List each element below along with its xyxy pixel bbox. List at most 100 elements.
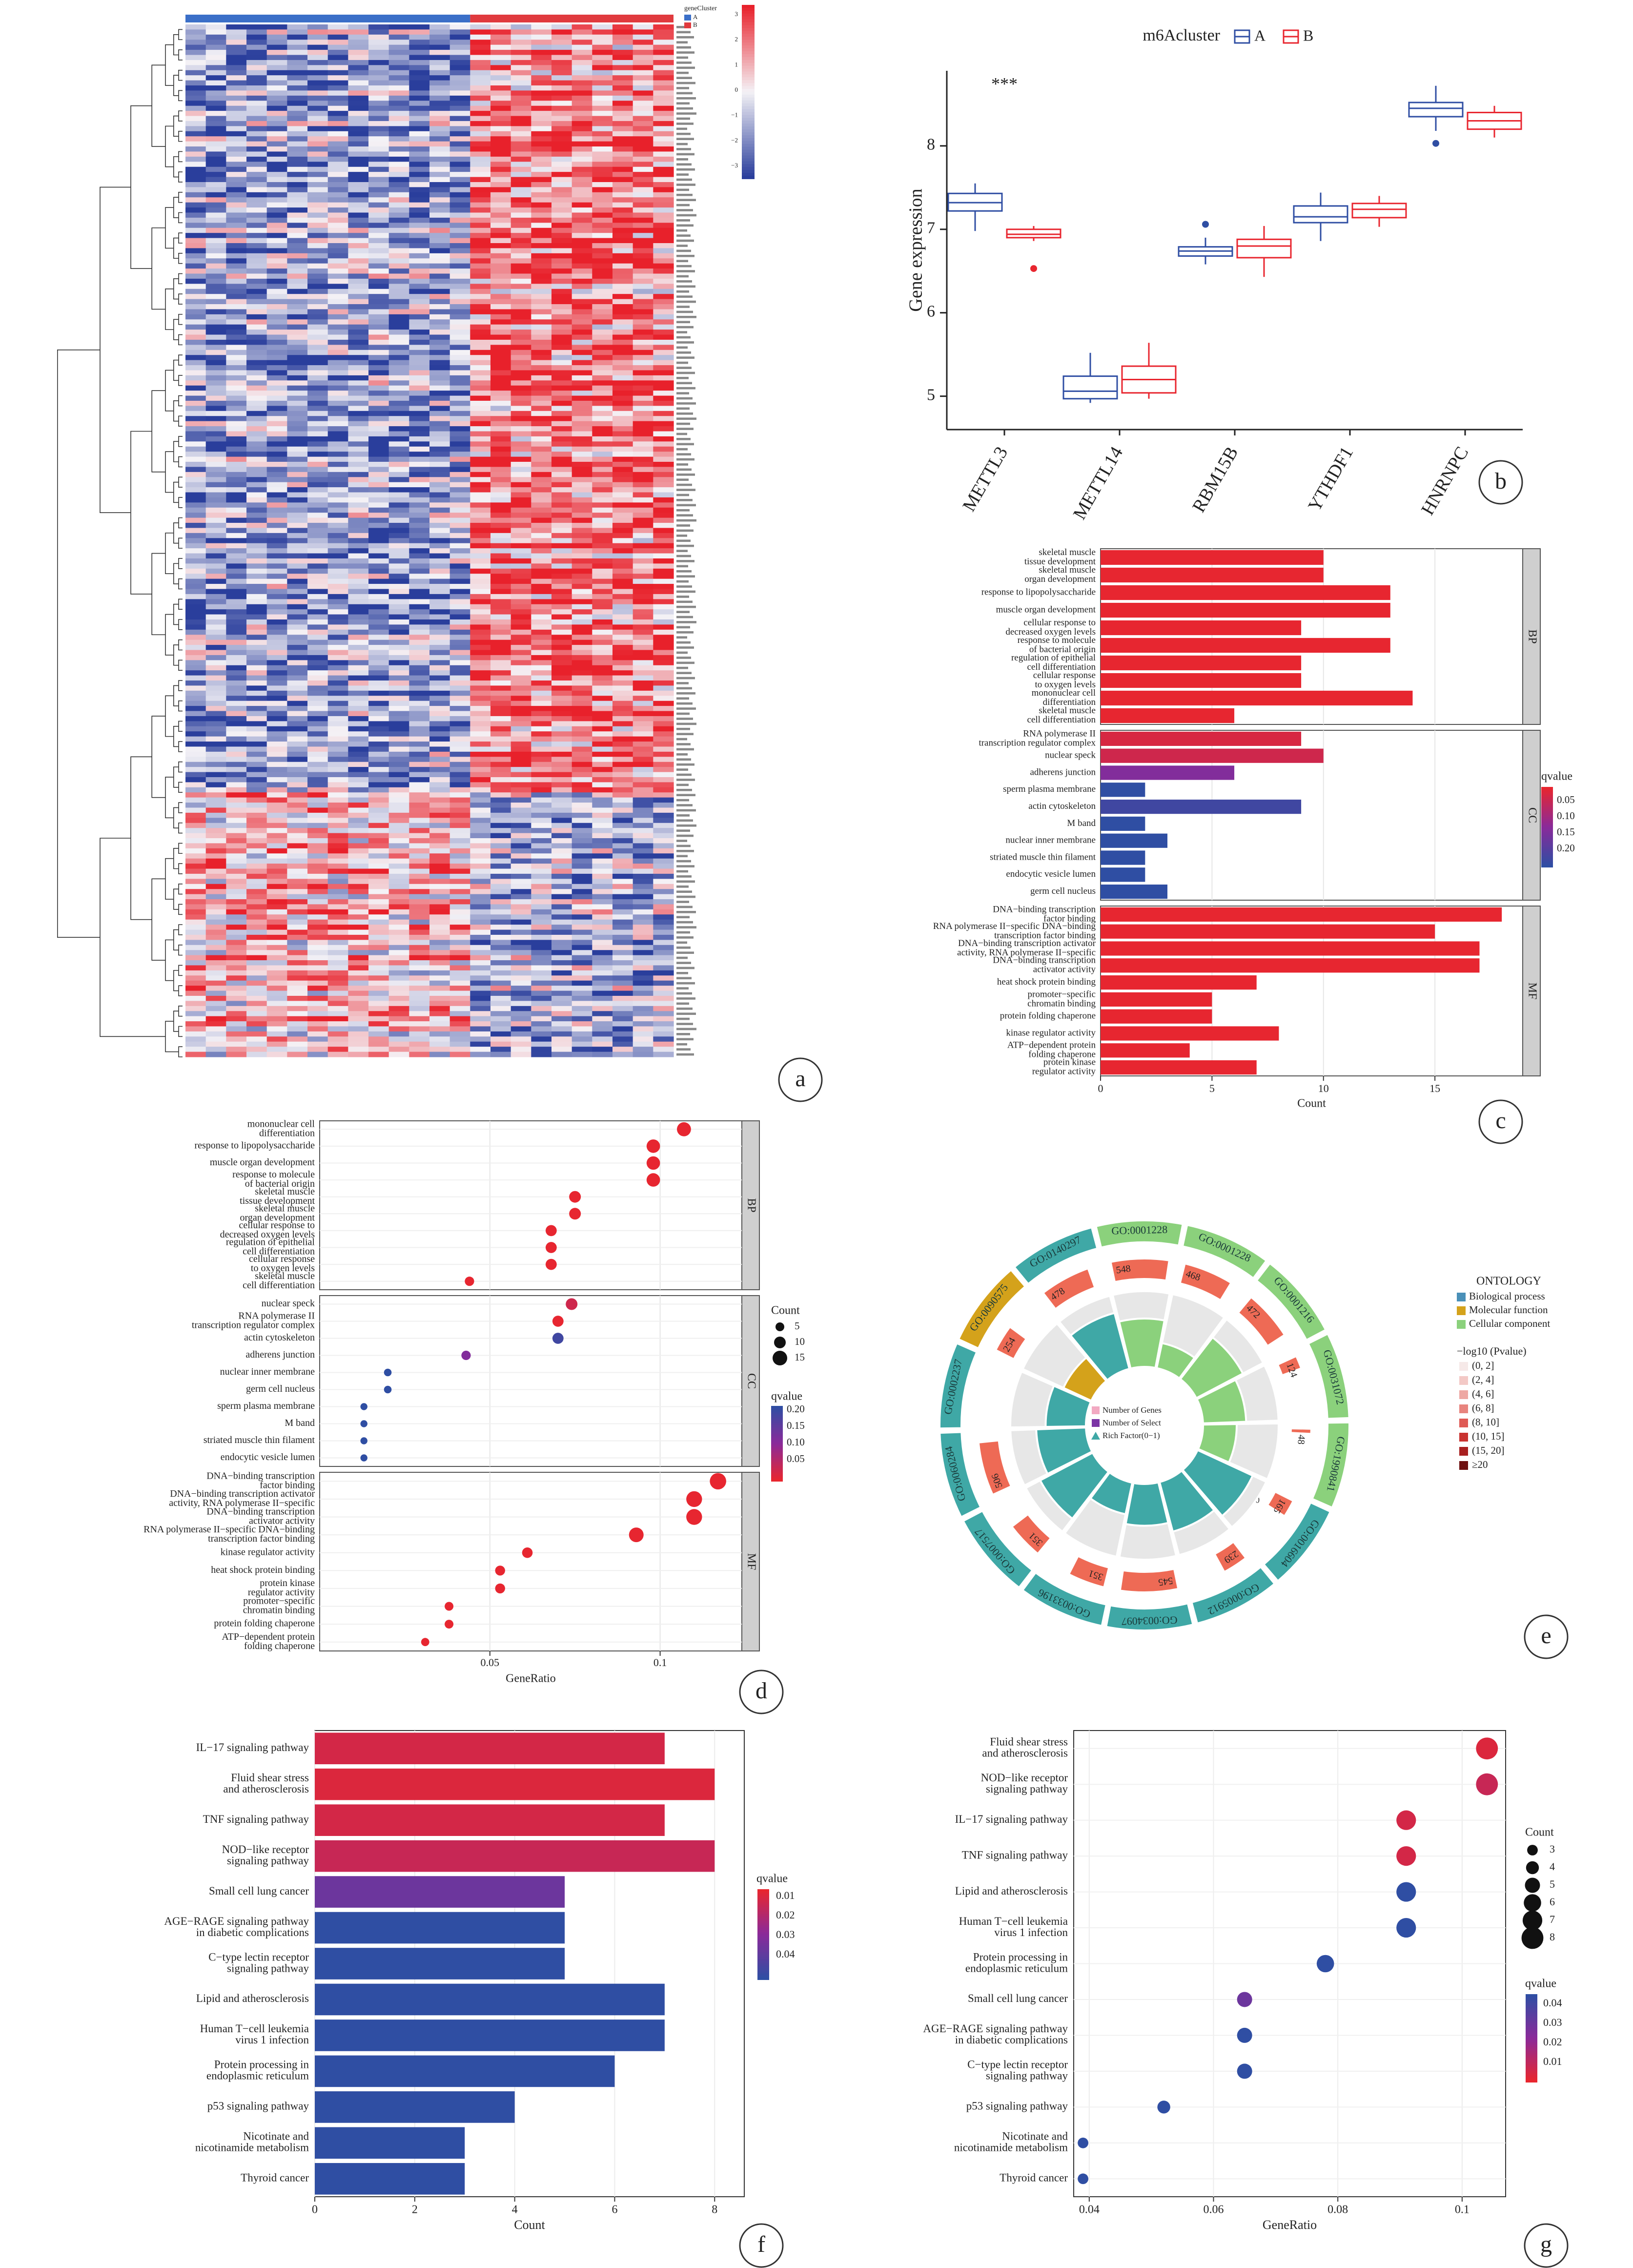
heatmap-cell: [592, 467, 613, 473]
heatmap-cell: [592, 502, 613, 508]
heatmap-cell: [226, 421, 247, 427]
heatmap-cell: [287, 212, 308, 218]
heatmap-cell: [368, 868, 389, 874]
heatmap-cell: [551, 574, 572, 579]
heatmap-cell: [470, 309, 491, 315]
heatmap-cell: [531, 1036, 552, 1042]
heatmap-cell: [205, 685, 226, 691]
heatmap-cell: [633, 50, 653, 56]
heatmap-cell: [368, 253, 389, 259]
heatmap-cell: [348, 889, 369, 895]
heatmap-cell: [449, 182, 470, 187]
heatmap-cell: [531, 995, 552, 1001]
heatmap-cell: [226, 665, 247, 671]
heatmap-cell: [327, 406, 348, 412]
heatmap-cell: [612, 400, 633, 407]
heatmap-cell: [409, 517, 430, 523]
heatmap-cell: [612, 940, 633, 946]
dendrogram-branch: [173, 725, 179, 747]
heatmap-cell: [388, 807, 409, 813]
heatmap-cell: [612, 24, 633, 30]
dendrogram-branch: [178, 598, 183, 610]
heatmap-cell: [307, 431, 328, 437]
heatmap-cell: [449, 146, 470, 152]
heatmap-cell: [572, 431, 592, 437]
heatmap-cell: [653, 929, 674, 935]
heatmap-cell: [307, 873, 328, 879]
heatmap-cell: [470, 172, 491, 178]
heatmap-cell: [510, 945, 531, 950]
heatmap-cell: [185, 294, 206, 300]
heatmap-cell: [510, 523, 531, 529]
heatmap-cell: [592, 400, 613, 407]
heatmap-cell: [226, 701, 247, 706]
heatmap-cell: [205, 365, 226, 371]
heatmap-cell: [612, 243, 633, 249]
heatmap-cell: [205, 375, 226, 381]
heatmap-cell: [287, 309, 308, 315]
heatmap-cell: [510, 533, 531, 538]
heatmap-cell: [226, 75, 247, 81]
heatmap-cell: [572, 314, 592, 320]
heatmap-cell: [449, 380, 470, 386]
heatmap-cell: [307, 299, 328, 305]
heatmap-cell: [551, 645, 572, 651]
heatmap-cell: [592, 319, 613, 325]
heatmap-cell: [449, 899, 470, 905]
heatmap-cell: [633, 945, 653, 950]
heatmap-cell: [531, 635, 552, 640]
heatmap-cell: [449, 548, 470, 554]
heatmap-cell: [246, 121, 267, 126]
heatmap-cell: [368, 141, 389, 147]
heatmap-cell: [327, 456, 348, 462]
heatmap-cell: [572, 563, 592, 569]
heatmap-cell: [449, 436, 470, 442]
heatmap-cell: [510, 446, 531, 452]
heatmap-cell: [653, 517, 674, 523]
heatmap-cell: [287, 584, 308, 590]
heatmap-cell: [551, 909, 572, 915]
heatmap-cell: [205, 777, 226, 783]
heatmap-cell: [348, 365, 369, 371]
heatmap-cell: [531, 904, 552, 910]
heatmap-cell: [612, 391, 633, 396]
heatmap-cell: [510, 574, 531, 579]
heatmap-cell: [490, 696, 511, 701]
heatmap-cell: [327, 350, 348, 355]
heatmap-cell: [348, 197, 369, 203]
heatmap-cell: [510, 243, 531, 249]
heatmap-cell: [653, 690, 674, 696]
heatmap-cell: [388, 146, 409, 152]
heatmap-cell: [388, 925, 409, 930]
heatmap-cell: [226, 238, 247, 244]
heatmap-cell: [612, 227, 633, 233]
heatmap-cell: [551, 848, 572, 854]
heatmap-cell: [531, 675, 552, 681]
heatmap-cell: [449, 517, 470, 523]
heatmap-cell: [287, 50, 308, 56]
heatmap-cell: [185, 706, 206, 712]
heatmap-cell: [653, 797, 674, 803]
heatmap-cell: [205, 24, 226, 30]
heatmap-cell: [266, 858, 287, 864]
heatmap-cell: [287, 772, 308, 778]
heatmap-cell: [592, 44, 613, 50]
heatmap-cell: [592, 624, 613, 630]
heatmap-cell: [246, 502, 267, 508]
heatmap-cell: [368, 609, 389, 615]
heatmap-cell: [266, 166, 287, 172]
heatmap-cell: [287, 1036, 308, 1042]
heatmap-cell: [449, 50, 470, 56]
heatmap-cell: [368, 574, 389, 579]
heatmap-cell: [368, 411, 389, 416]
heatmap-cell: [653, 904, 674, 910]
heatmap-cell: [266, 421, 287, 427]
heatmap-cell: [429, 665, 450, 671]
heatmap-cell: [205, 797, 226, 803]
heatmap-cell: [246, 929, 267, 935]
heatmap-cell: [327, 553, 348, 559]
heatmap-cell: [633, 711, 653, 717]
heatmap-cell: [307, 309, 328, 315]
heatmap-cell: [612, 421, 633, 427]
heatmap-cell: [409, 833, 430, 839]
